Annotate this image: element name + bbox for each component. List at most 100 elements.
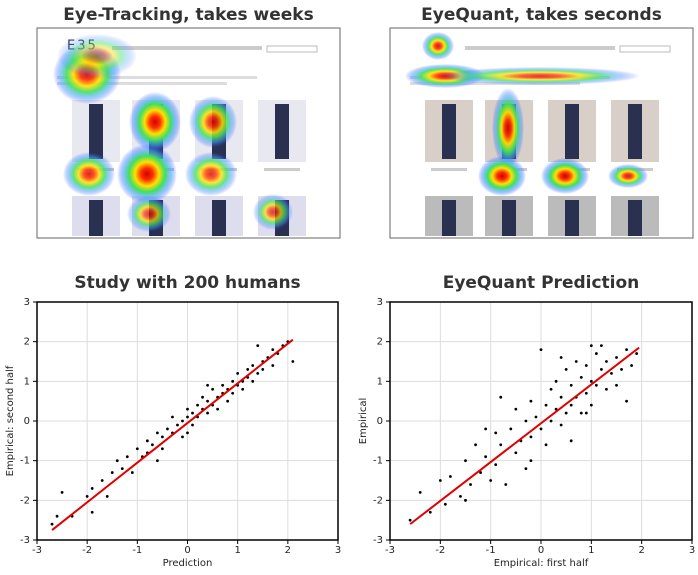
point	[201, 395, 204, 399]
x-tick-label: -1	[132, 545, 142, 556]
point	[206, 399, 209, 403]
point	[418, 491, 422, 494]
point	[479, 471, 482, 474]
point	[549, 419, 553, 423]
point	[584, 391, 588, 395]
heat-blob	[189, 96, 237, 148]
point	[630, 364, 633, 367]
point	[226, 399, 230, 403]
point	[464, 498, 467, 502]
jeans	[628, 200, 642, 236]
point	[615, 383, 618, 387]
point	[584, 364, 588, 367]
point	[605, 360, 608, 363]
point	[504, 483, 508, 486]
point	[529, 435, 533, 439]
jeans	[89, 200, 103, 236]
point	[544, 403, 548, 407]
point	[499, 443, 503, 447]
point	[494, 463, 498, 467]
point	[115, 459, 119, 463]
jeans	[212, 200, 226, 236]
point	[271, 364, 275, 367]
point	[206, 411, 209, 415]
panel-title: EyeQuant, takes seconds	[421, 5, 662, 25]
y-tick-label: -3	[373, 535, 383, 546]
point	[484, 455, 488, 459]
point	[251, 379, 255, 383]
point	[489, 479, 493, 482]
point	[130, 471, 134, 474]
point	[186, 431, 189, 435]
point	[524, 467, 528, 470]
plot-frame	[36, 301, 339, 541]
x-tick-label: 2	[638, 545, 644, 556]
point	[554, 407, 558, 411]
heat-blob	[608, 164, 648, 188]
x-axis-label: Prediction	[163, 558, 213, 569]
point	[256, 372, 260, 375]
point	[449, 475, 452, 478]
product-text	[431, 168, 467, 171]
point	[574, 360, 578, 363]
jeans	[442, 200, 456, 236]
point	[569, 403, 573, 407]
y-tick-label: 1	[24, 376, 30, 387]
point	[196, 403, 199, 407]
point	[539, 348, 543, 351]
y-tick-label: 0	[24, 416, 30, 427]
x-tick-label: 3	[335, 545, 341, 556]
point	[105, 494, 109, 498]
point	[291, 360, 295, 363]
heat-blob	[127, 196, 171, 232]
jeans	[628, 104, 642, 159]
point	[231, 391, 235, 395]
search-box	[266, 45, 318, 53]
point	[554, 379, 558, 383]
point	[206, 383, 209, 387]
point	[569, 383, 573, 387]
heat-blob	[492, 88, 524, 168]
jeans	[275, 104, 289, 159]
point	[171, 415, 174, 419]
point	[600, 368, 603, 371]
point	[514, 451, 518, 455]
point	[443, 502, 447, 506]
point	[594, 352, 598, 355]
jeans	[565, 104, 579, 159]
point	[625, 399, 628, 403]
point	[50, 522, 54, 526]
point	[464, 459, 467, 463]
point	[236, 372, 240, 375]
y-tick-label: 2	[24, 337, 30, 348]
point	[110, 471, 114, 474]
point	[60, 491, 64, 494]
panel-title: Eye-Tracking, takes weeks	[63, 5, 313, 25]
y-tick-label: -3	[20, 535, 30, 546]
jeans	[502, 200, 516, 236]
point	[231, 379, 235, 383]
point	[246, 368, 250, 371]
y-tick-label: -2	[20, 495, 30, 506]
y-tick-label: -1	[373, 456, 383, 467]
nav-bar	[112, 46, 262, 50]
heat-blob	[440, 67, 640, 85]
point	[438, 479, 442, 482]
chart-title: EyeQuant Prediction	[443, 273, 640, 293]
point	[241, 387, 245, 391]
point	[625, 348, 628, 351]
point	[589, 379, 593, 383]
jeans	[565, 200, 579, 236]
heat-blob	[422, 32, 454, 60]
point	[186, 415, 189, 419]
x-tick-label: 3	[689, 545, 695, 556]
point	[261, 368, 265, 371]
point	[161, 435, 164, 439]
heat-blob	[253, 194, 293, 230]
point	[589, 344, 593, 348]
point	[534, 415, 538, 419]
point	[181, 435, 184, 439]
point	[166, 427, 169, 431]
x-tick-label: -3	[32, 545, 42, 556]
